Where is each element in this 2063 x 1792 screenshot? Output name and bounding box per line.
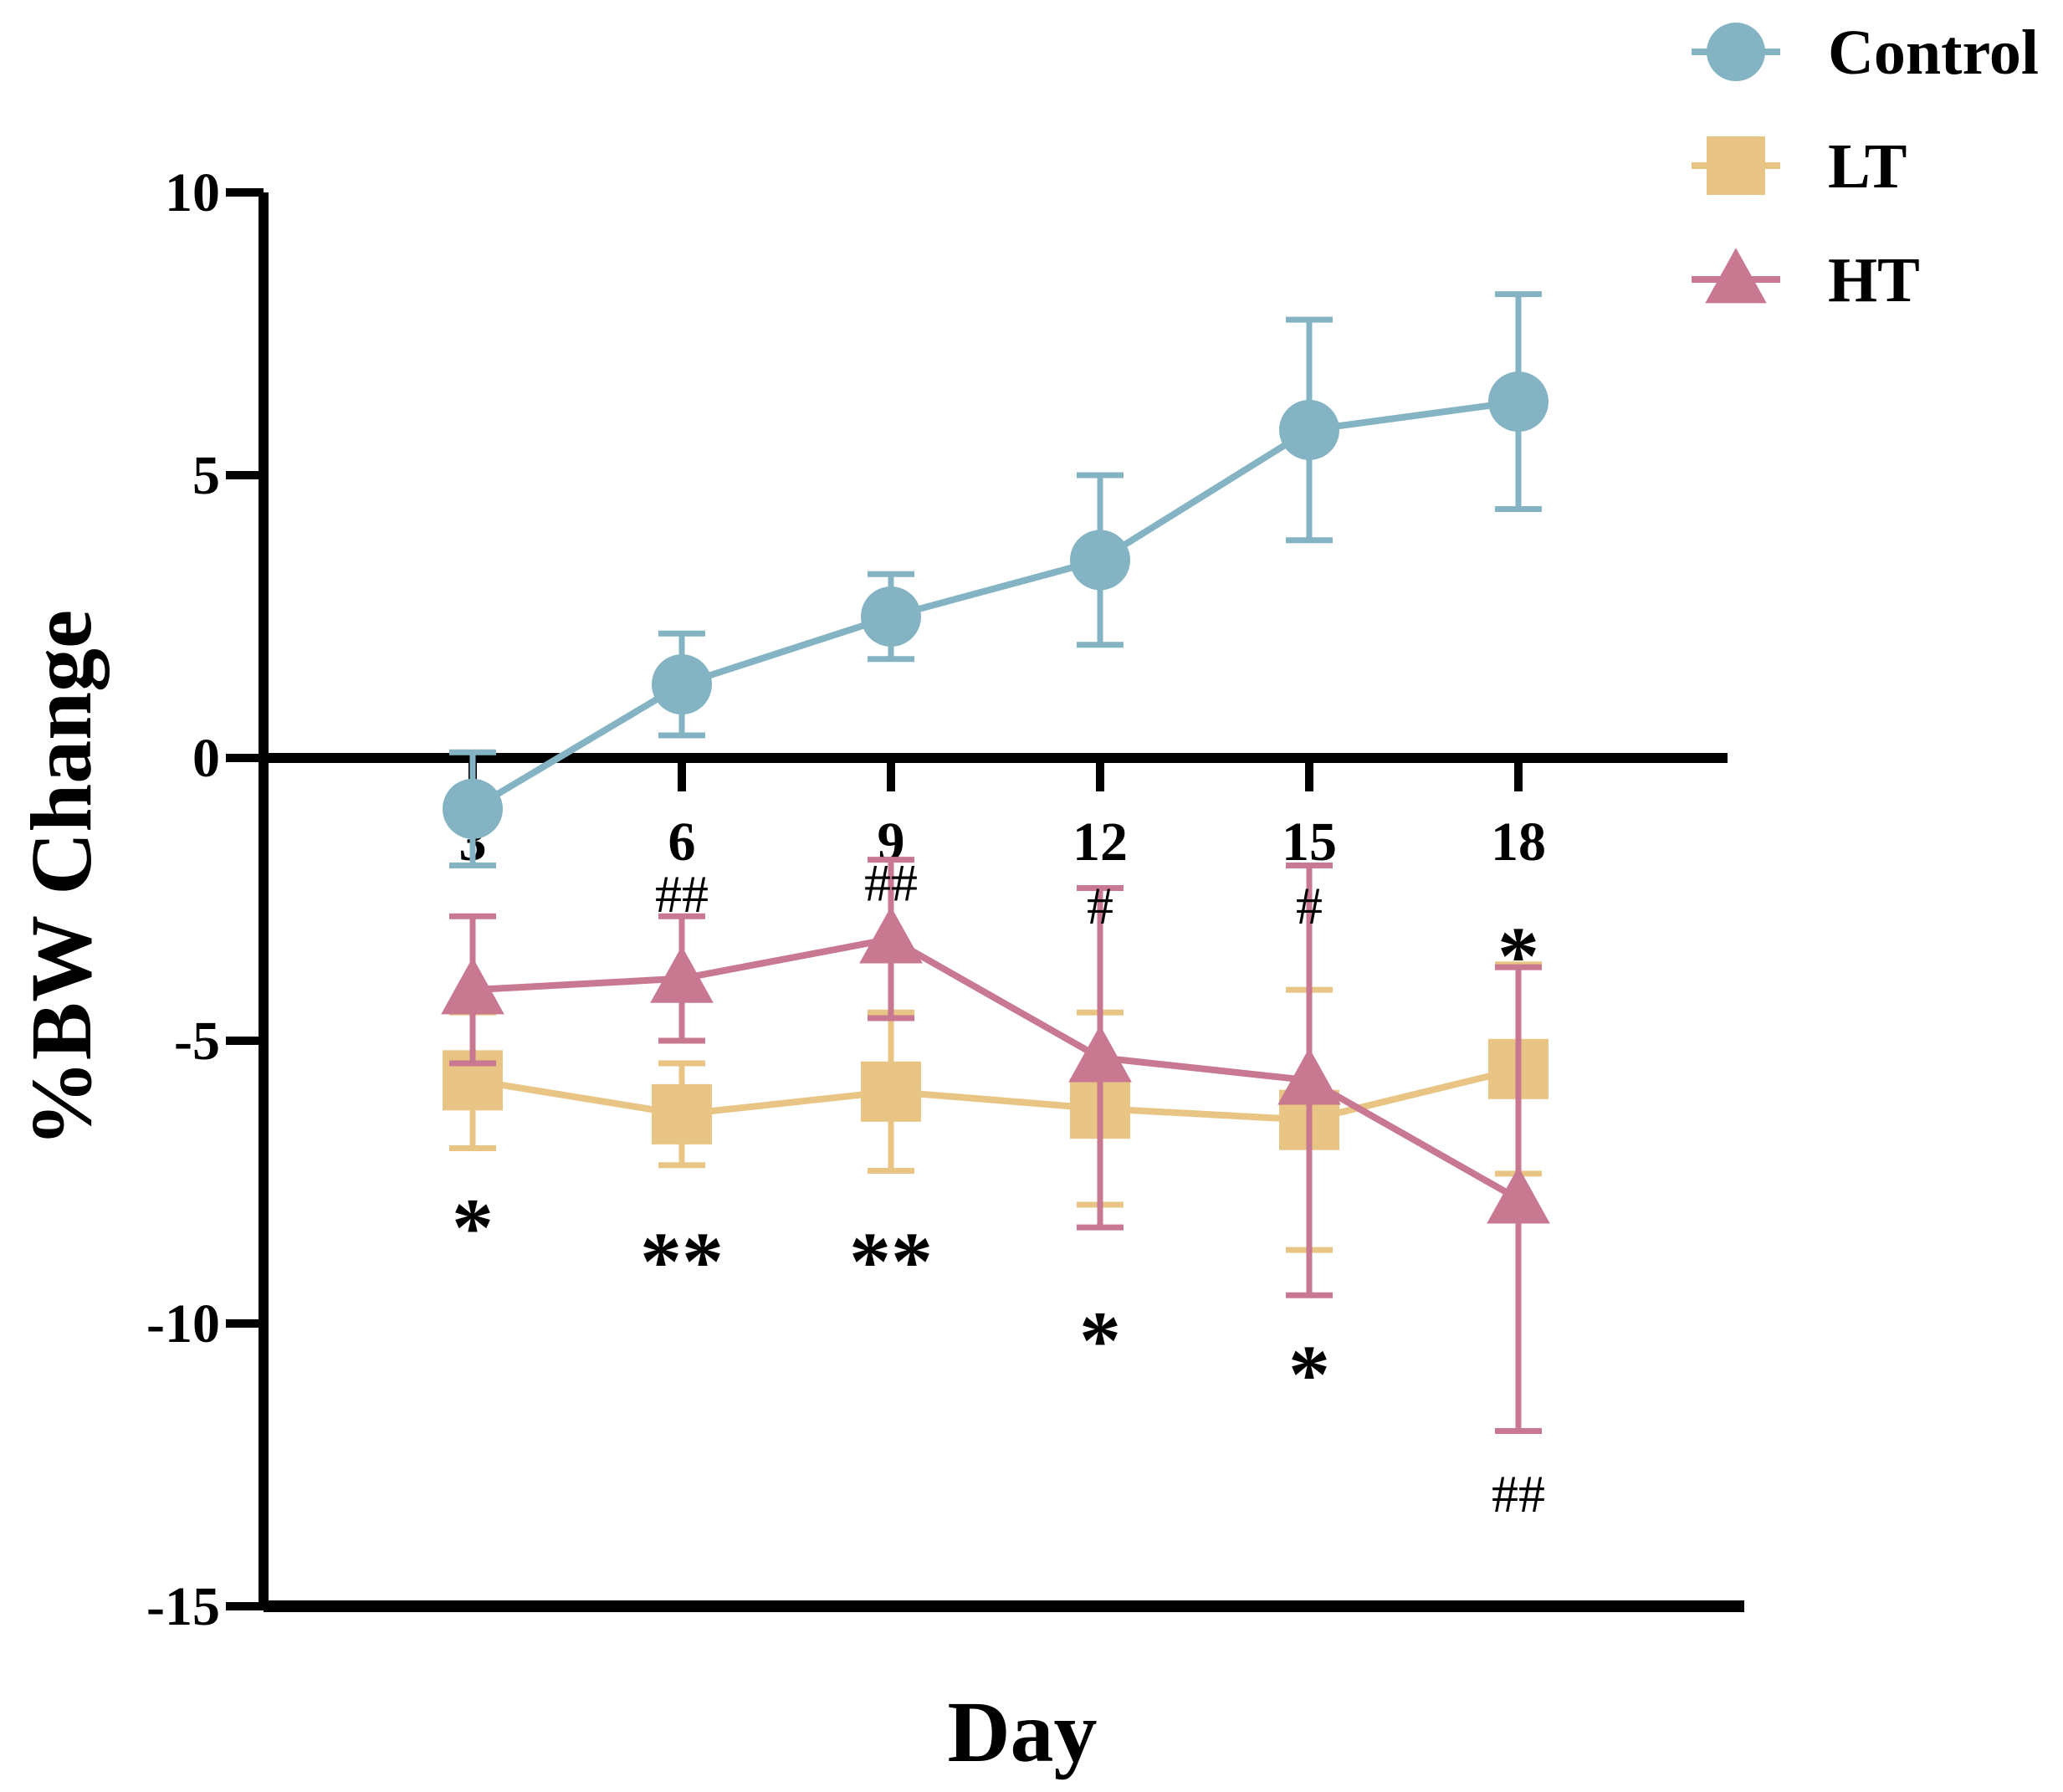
y-tick-label: -15 (146, 1576, 220, 1637)
series-line (472, 935, 1520, 1202)
data-point (443, 778, 503, 839)
significance-star: * (452, 1180, 494, 1273)
legend-label: Control (1828, 18, 2039, 88)
x-tick-label: 18 (1491, 812, 1546, 873)
series-layer (441, 291, 1550, 1434)
x-ticks: 369121518 (459, 758, 1546, 873)
axes (259, 192, 1744, 1612)
series-line (472, 1065, 1519, 1124)
series-line (470, 398, 1519, 812)
y-tick-label: -5 (174, 1011, 220, 1072)
annotations: ## ## # #** ** *** *## (452, 853, 1545, 1523)
legend-label: HT (1828, 245, 1920, 315)
y-ticks: 10 5 0 -5 -10 -15 (146, 162, 264, 1637)
series-lt (443, 961, 1549, 1253)
data-point (1277, 1047, 1341, 1105)
y-tick-label: -10 (146, 1293, 220, 1354)
data-point (1488, 371, 1549, 433)
y-tick-label: 0 (192, 728, 220, 789)
y-axis-title: %BW Change (13, 610, 110, 1147)
legend: Control LT HT (1692, 18, 2039, 315)
legend-marker (1705, 248, 1767, 304)
legend-item-ht: HT (1692, 245, 1920, 315)
significance-hash: ## (1492, 1464, 1545, 1523)
x-tick-label: 6 (668, 812, 696, 873)
data-point (861, 1061, 921, 1122)
data-point (1068, 1025, 1132, 1083)
legend-item-lt: LT (1692, 131, 1907, 202)
legend-marker (1707, 23, 1765, 81)
data-point (652, 654, 712, 715)
legend-label: LT (1828, 131, 1907, 202)
y-tick-label: 5 (192, 445, 220, 506)
significance-hash: ## (864, 853, 918, 913)
significance-star: * (1288, 1328, 1330, 1421)
data-point (861, 586, 921, 647)
data-point (650, 945, 714, 1003)
data-point (1070, 530, 1130, 591)
significance-hash: # (1296, 876, 1323, 935)
significance-star: * (1079, 1294, 1121, 1387)
data-point (1487, 1166, 1550, 1224)
x-tick-label: 15 (1282, 812, 1337, 873)
series-control (443, 291, 1549, 868)
significance-hash: # (1087, 876, 1113, 935)
data-point (1279, 399, 1339, 460)
x-axis-title: Day (947, 1684, 1097, 1780)
legend-marker (1707, 136, 1765, 195)
significance-star: * (1497, 909, 1539, 1002)
legend-item-control: Control (1692, 18, 2039, 88)
significance-hash: ## (655, 864, 709, 924)
significance-star: ** (849, 1215, 933, 1308)
data-point (441, 957, 504, 1015)
y-tick-label: 10 (165, 162, 220, 223)
x-tick-label: 12 (1072, 812, 1128, 873)
series-ht (441, 857, 1550, 1434)
significance-star: ** (640, 1215, 724, 1308)
data-point (652, 1083, 712, 1144)
data-point (859, 906, 923, 964)
